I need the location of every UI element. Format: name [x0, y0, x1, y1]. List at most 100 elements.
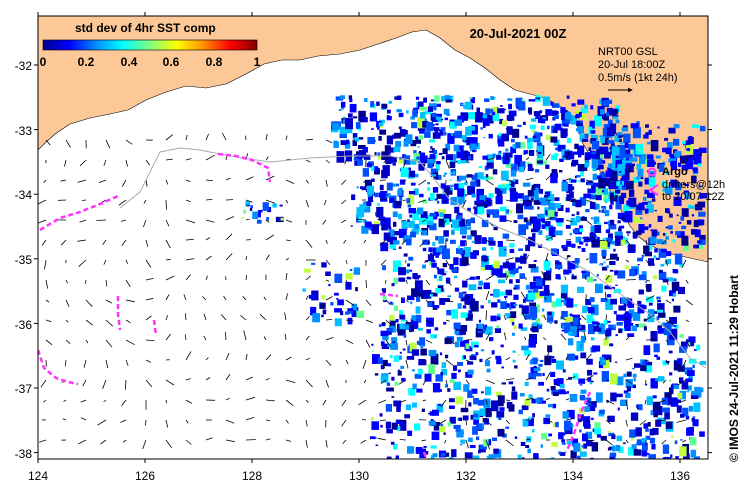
sst-pixel [684, 184, 689, 187]
sst-pixel [374, 373, 379, 376]
sst-pixel [536, 142, 543, 146]
sst-pixel [518, 166, 525, 173]
sst-pixel [696, 344, 701, 351]
sst-pixel [438, 404, 441, 406]
drifters-label: drifters@12h [662, 179, 725, 191]
sst-pixel [668, 457, 672, 459]
sst-pixel [470, 300, 479, 312]
current-arrow [242, 296, 247, 301]
sst-pixel [609, 343, 614, 347]
sst-pixel [319, 302, 326, 309]
sst-pixel [627, 303, 635, 308]
sst-pixel [615, 284, 618, 286]
sst-pixel [434, 95, 440, 103]
sst-pixel [524, 314, 531, 320]
sst-pixel [532, 429, 535, 433]
current-arrow [418, 199, 427, 203]
sst-pixel [337, 299, 344, 306]
current-arrow [545, 419, 553, 423]
sst-pixel [425, 260, 429, 263]
sst-pixel [410, 231, 416, 238]
sst-pixel [566, 298, 574, 308]
sst-pixel [457, 115, 465, 123]
sst-pixel [462, 291, 467, 294]
current-arrow [625, 439, 629, 444]
sst-pixel [543, 295, 552, 303]
colorbar-tick: 0.8 [206, 55, 223, 69]
sst-pixel [608, 233, 613, 240]
sst-pixel [504, 249, 507, 251]
sst-pixel [670, 231, 673, 234]
sst-pixel [380, 191, 388, 202]
sst-pixel [554, 230, 563, 236]
current-arrow [185, 274, 191, 281]
sst-pixel [532, 233, 536, 238]
sst-pixel [605, 330, 611, 337]
sst-pixel [346, 128, 353, 134]
current-arrow [625, 279, 636, 281]
sst-pixel [422, 121, 429, 128]
sst-pixel [430, 146, 433, 150]
sst-pixel [470, 252, 477, 259]
sst-pixel [443, 108, 450, 115]
lon-tick-label: 132 [456, 469, 476, 483]
sst-pixel [604, 151, 611, 159]
sst-pixel [367, 194, 372, 197]
current-arrow [419, 239, 427, 248]
sst-pixel [617, 220, 621, 224]
sst-pixel [497, 184, 505, 189]
sst-pixel [491, 111, 496, 116]
sst-pixel [449, 161, 456, 168]
sst-pixel [578, 225, 583, 230]
current-arrow [503, 315, 507, 321]
sst-pixel [677, 358, 683, 364]
sst-pixel [352, 140, 357, 146]
current-arrow [545, 351, 550, 361]
current-arrow [165, 294, 170, 301]
sst-pixel [486, 154, 494, 163]
sst-pixel [340, 140, 347, 145]
sst-pixel [559, 170, 563, 173]
sst-pixel [499, 118, 503, 125]
current-arrow [560, 333, 567, 341]
current-arrow [265, 219, 270, 223]
current-arrow [665, 299, 672, 304]
sst-pixel [632, 367, 635, 370]
sst-pixel [308, 294, 316, 299]
sst-pixel [506, 303, 510, 308]
sst-pixel [641, 271, 647, 275]
sst-pixel [393, 240, 400, 245]
sst-pixel [423, 446, 427, 448]
sst-pixel [439, 130, 444, 136]
sst-pixel [607, 119, 613, 124]
sst-pixel [592, 126, 595, 129]
current-arrow [398, 379, 407, 385]
current-arrow [100, 439, 107, 445]
sst-pixel [418, 152, 426, 163]
sst-pixel [483, 326, 487, 331]
sst-pixel [699, 239, 706, 245]
sst-pixel [467, 369, 474, 375]
current-arrow [465, 439, 469, 449]
current-arrow [358, 399, 367, 406]
sst-pixel [570, 321, 574, 327]
current-arrow [125, 379, 127, 390]
sst-pixel [541, 314, 544, 318]
sst-pixel [594, 159, 603, 165]
sst-pixel [417, 327, 423, 331]
sst-pixel [548, 226, 556, 237]
sst-pixel [434, 274, 437, 279]
sst-pixel [551, 103, 560, 108]
sst-pixel [619, 156, 626, 166]
current-arrow [465, 379, 470, 385]
sst-pixel [655, 378, 658, 382]
sst-pixel [408, 208, 416, 214]
sst-pixel [612, 325, 615, 328]
sst-pixel [601, 354, 608, 362]
sst-pixel [436, 403, 444, 413]
current-info: NRT00 GSL 20-Jul 18:00Z 0.5m/s (1kt 24h) [598, 46, 677, 93]
sst-pixel [581, 114, 587, 120]
sst-pixel [547, 345, 553, 353]
sst-pixel [483, 136, 486, 139]
current-arrow [585, 199, 593, 203]
